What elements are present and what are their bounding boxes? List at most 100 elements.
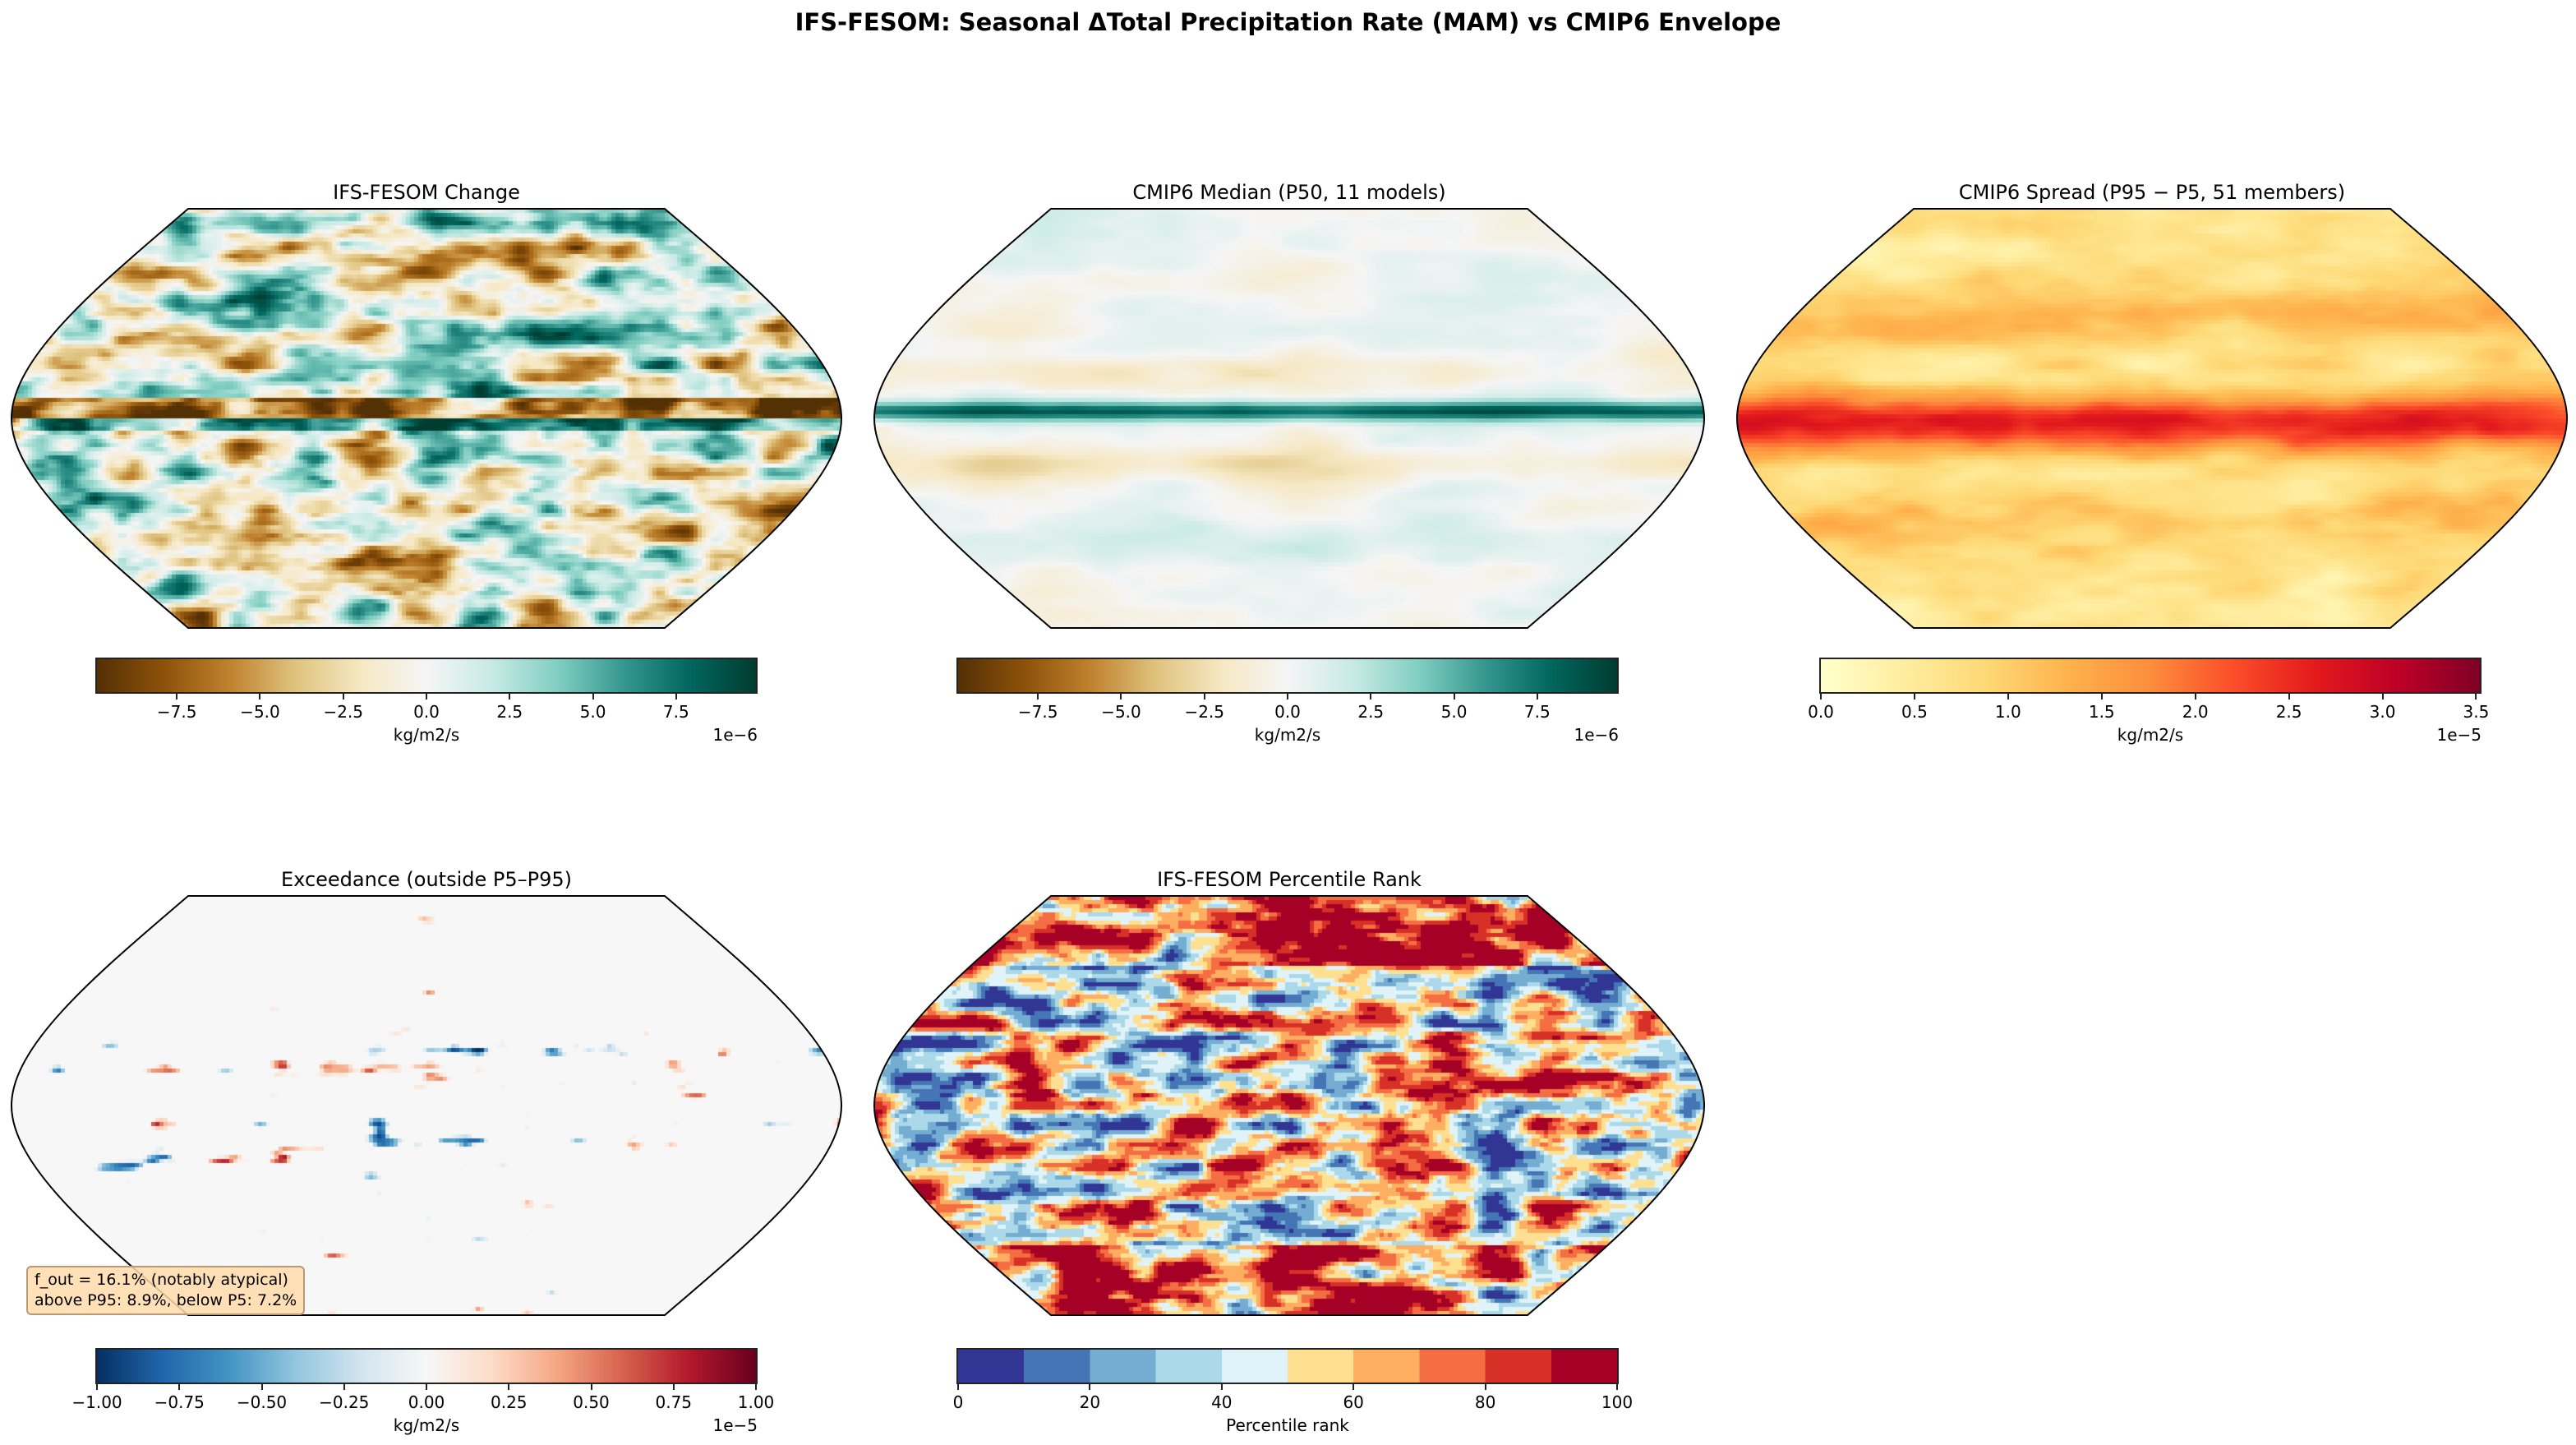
colorbar-tick <box>1820 692 1822 699</box>
colorbar-tick-label: 60 <box>1343 1392 1364 1412</box>
colorbar-tick-label: 7.5 <box>662 702 689 722</box>
percentile-rank-map <box>873 895 1706 1316</box>
colorbar-tick <box>259 692 261 699</box>
colorbar-tick-label: 1.5 <box>2088 702 2115 722</box>
colorbar-tick <box>1913 692 1915 699</box>
colorbar-tick-label: 1.00 <box>737 1392 775 1412</box>
colorbar-tick-label: 0.00 <box>408 1392 445 1412</box>
colorbar-tick <box>1089 1383 1091 1390</box>
colorbar-tick-label: 1.0 <box>1994 702 2021 722</box>
colorbar-tick <box>1353 1383 1355 1390</box>
colorbar-tick <box>1037 692 1039 699</box>
colorbar-tick <box>1220 1383 1223 1390</box>
colorbar-tick <box>592 692 594 699</box>
colorbar-exponent: 1e−5 <box>712 1415 758 1435</box>
exceedance-title: Exceedance (outside P5–P95) <box>281 868 572 891</box>
colorbar-tick-label: 0.5 <box>1901 702 1928 722</box>
annotation-line-2: above P95: 8.9%, below P5: 7.2% <box>35 1291 297 1309</box>
colorbar-tick-label: −2.5 <box>323 702 364 722</box>
colorbar-tick-label: −0.50 <box>236 1392 288 1412</box>
colorbar-tick-label: 5.0 <box>1440 702 1468 722</box>
ifs-fesom-change-title: IFS-FESOM Change <box>333 181 520 204</box>
colorbar-exponent: 1e−6 <box>1574 725 1619 745</box>
colorbar-tick <box>2475 692 2477 699</box>
colorbar-tick <box>672 1383 675 1390</box>
colorbar-tick <box>957 1383 959 1390</box>
colorbar-tick <box>342 692 344 699</box>
map-boundary <box>1735 208 2569 629</box>
colorbar-tick-label: 0.0 <box>413 702 440 722</box>
colorbar-gradient <box>1819 658 2482 694</box>
colorbar-tick <box>1484 1383 1486 1390</box>
colorbar-tick-label: 7.5 <box>1523 702 1551 722</box>
colorbar-label: Percentile rank <box>1226 1415 1349 1435</box>
colorbar-tick <box>1120 692 1122 699</box>
colorbar-tick-label: −7.5 <box>156 702 197 722</box>
colorbar-tick <box>2288 692 2290 699</box>
colorbar-tick <box>2007 692 2009 699</box>
colorbar-tick <box>426 692 427 699</box>
annotation-line-1: f_out = 16.1% (notably atypical) <box>35 1271 288 1289</box>
colorbar-tick-label: 0.25 <box>490 1392 528 1412</box>
colorbar-tick <box>1287 692 1288 699</box>
colorbar-tick-label: 80 <box>1474 1392 1496 1412</box>
percentile-rank-colorbar: 0 20 40 60 80 100 Percentile rank <box>953 1348 1633 1435</box>
colorbar-tick-label: 0.0 <box>1808 702 1834 722</box>
map-boundary <box>10 895 843 1316</box>
colorbar-label: kg/m2/s <box>2117 725 2184 745</box>
colorbar-tick-label: 5.0 <box>579 702 606 722</box>
colorbar-tick <box>260 1383 263 1390</box>
colorbar-tick <box>426 1383 427 1390</box>
colorbar-tick-label: 2.5 <box>2275 702 2302 722</box>
colorbar-tick-label: 20 <box>1079 1392 1101 1412</box>
exceedance-map <box>10 895 843 1316</box>
colorbar-tick-label: −5.0 <box>240 702 280 722</box>
colorbar-tick-label: 3.5 <box>2463 702 2490 722</box>
colorbar-tick-label: 40 <box>1211 1392 1233 1412</box>
colorbar-tick-label: −0.75 <box>154 1392 205 1412</box>
colorbar-tick <box>176 692 178 699</box>
colorbar-tick-label: −0.25 <box>319 1392 370 1412</box>
figure-title: IFS-FESOM: Seasonal ΔTotal Precipitation… <box>795 8 1781 36</box>
colorbar-tick-label: 0 <box>952 1392 964 1412</box>
colorbar-tick <box>2100 692 2103 699</box>
colorbar-tick <box>96 1383 98 1390</box>
percentile-rank-field <box>874 896 1704 1315</box>
colorbar-tick <box>675 692 677 699</box>
colorbar-tick-label: 2.5 <box>496 702 523 722</box>
colorbar-tick <box>343 1383 345 1390</box>
cmip6-median-title: CMIP6 Median (P50, 11 models) <box>1132 181 1446 204</box>
colorbar-tick-label: 0.0 <box>1274 702 1301 722</box>
colorbar-tick-label: −2.5 <box>1184 702 1225 722</box>
colorbar-exponent: 1e−6 <box>712 725 758 745</box>
colorbar-label: kg/m2/s <box>393 725 460 745</box>
cmip6-median-map <box>873 208 1706 629</box>
cmip6-median-colorbar: −7.5 −5.0 −2.5 0.0 2.5 5.0 7.5 kg/m2/s 1e−6 <box>956 658 1619 745</box>
ifs-fesom-change-field <box>12 209 841 628</box>
ifs-fesom-change-map <box>10 208 843 629</box>
exceedance-annotation: f_out = 16.1% (notably atypical) above P… <box>26 1266 306 1315</box>
colorbar-tick <box>755 1383 757 1390</box>
colorbar-tick <box>508 1383 510 1390</box>
colorbar-tick-label: 3.0 <box>2369 702 2396 722</box>
colorbar-tick-label: 2.0 <box>2182 702 2209 722</box>
map-boundary <box>873 208 1706 629</box>
colorbar-tick-label: −1.00 <box>71 1392 122 1412</box>
colorbar-tick <box>1536 692 1538 699</box>
colorbar-tick <box>1203 692 1205 699</box>
colorbar-tick <box>590 1383 592 1390</box>
exceedance-colorbar: −1.00 −0.75 −0.50 −0.25 0.00 0.25 0.50 0.75 1.00… <box>71 1348 774 1435</box>
colorbar-label: kg/m2/s <box>1254 725 1321 745</box>
percentile-rank-title: IFS-FESOM Percentile Rank <box>1157 868 1422 891</box>
map-boundary <box>873 895 1706 1316</box>
colorbar-tick <box>509 692 511 699</box>
colorbar-tick <box>1616 1383 1618 1390</box>
ifs-fesom-change-colorbar: −7.5 −5.0 −2.5 0.0 2.5 5.0 7.5 kg/m2/s 1e−6 <box>95 658 758 745</box>
cmip6-spread-colorbar: 0.0 0.5 1.0 1.5 2.0 2.5 3.0 3.5 kg/m2/s 1e−5 <box>1808 658 2489 745</box>
colorbar-gradient <box>95 1348 758 1384</box>
colorbar-tick-label: 0.50 <box>573 1392 610 1412</box>
colorbar-gradient <box>956 658 1619 694</box>
map-boundary <box>10 208 843 629</box>
cmip6-spread-map <box>1735 208 2569 629</box>
colorbar-gradient <box>956 1348 1619 1384</box>
